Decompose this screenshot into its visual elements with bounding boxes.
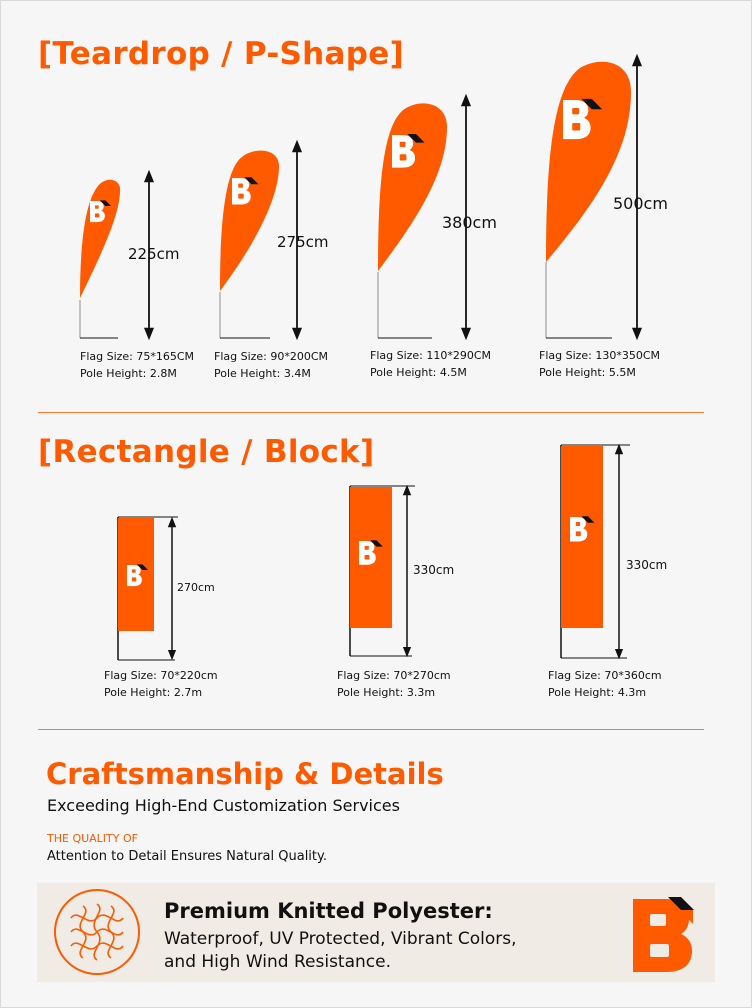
rectangle-2-spec: Flag Size: 70*270cm Pole Height: 3.3m [337,667,451,701]
feature-panel [37,883,715,982]
quality-label: THE QUALITY OF [47,832,138,845]
flag-size: Flag Size: 70*360cm [548,669,662,682]
feature-description: Waterproof, UV Protected, Vibrant Colors… [164,928,517,974]
feature-line-2: and High Wind Resistance. [164,952,392,972]
craftsmanship-title: Craftsmanship & Details [46,757,444,791]
rectangle-flag-2 [349,484,415,658]
teardrop-flag-4 [545,53,643,341]
rectangle-3-spec: Flag Size: 70*360cm Pole Height: 4.3m [548,667,662,701]
teardrop-2-spec: Flag Size: 90*200CM Pole Height: 3.4M [214,348,328,382]
pole-height: Pole Height: 4.3m [548,686,647,699]
flag-size: Flag Size: 75*165CM [80,350,195,363]
rectangle-section-title: [Rectangle / Block] [38,434,375,470]
rectangle-2-height-label: 330cm [413,563,455,577]
pole-height: Pole Height: 3.3m [337,686,436,699]
knitted-fabric-icon [54,889,140,975]
pole-height: Pole Height: 2.8M [80,367,177,380]
rectangle-3-height-label: 330cm [626,558,668,572]
flag-size: Flag Size: 70*220cm [104,669,218,682]
pole-height: Pole Height: 3.4M [214,367,311,380]
teardrop-3-spec: Flag Size: 110*290CM Pole Height: 4.5M [370,347,491,381]
feature-title: Premium Knitted Polyester: [164,899,493,923]
flag-size: Flag Size: 130*350CM [539,349,661,362]
teardrop-1-spec: Flag Size: 75*165CM Pole Height: 2.8M [80,348,194,382]
rectangle-1-spec: Flag Size: 70*220cm Pole Height: 2.7m [104,667,218,701]
pole-height: Pole Height: 4.5M [370,366,467,379]
section-divider [38,412,704,413]
teardrop-flag-1 [79,169,155,341]
brand-b-logo [633,897,694,972]
flag-size: Flag Size: 70*270cm [337,669,451,682]
quality-text: Attention to Detail Ensures Natural Qual… [47,849,327,864]
pole-height: Pole Height: 5.5M [539,366,636,379]
teardrop-2-height-label: 275cm [277,233,329,251]
rectangle-flag-3 [560,443,630,660]
flag-size: Flag Size: 110*290CM [370,349,492,362]
teardrop-4-spec: Flag Size: 130*350CM Pole Height: 5.5M [539,347,660,381]
teardrop-flag-2 [219,139,303,341]
pole-height: Pole Height: 2.7m [104,686,203,699]
teardrop-section-title: [Teardrop / P-Shape] [38,36,405,72]
flag-size: Flag Size: 90*200CM [214,350,329,363]
rectangle-1-height-label: 270cm [177,581,215,594]
teardrop-flag-3 [377,93,472,341]
craftsmanship-subtitle: Exceeding High-End Customization Service… [47,796,400,815]
section-divider [38,729,704,730]
rectangle-flag-1 [117,516,178,661]
feature-line-1: Waterproof, UV Protected, Vibrant Colors… [164,929,517,949]
